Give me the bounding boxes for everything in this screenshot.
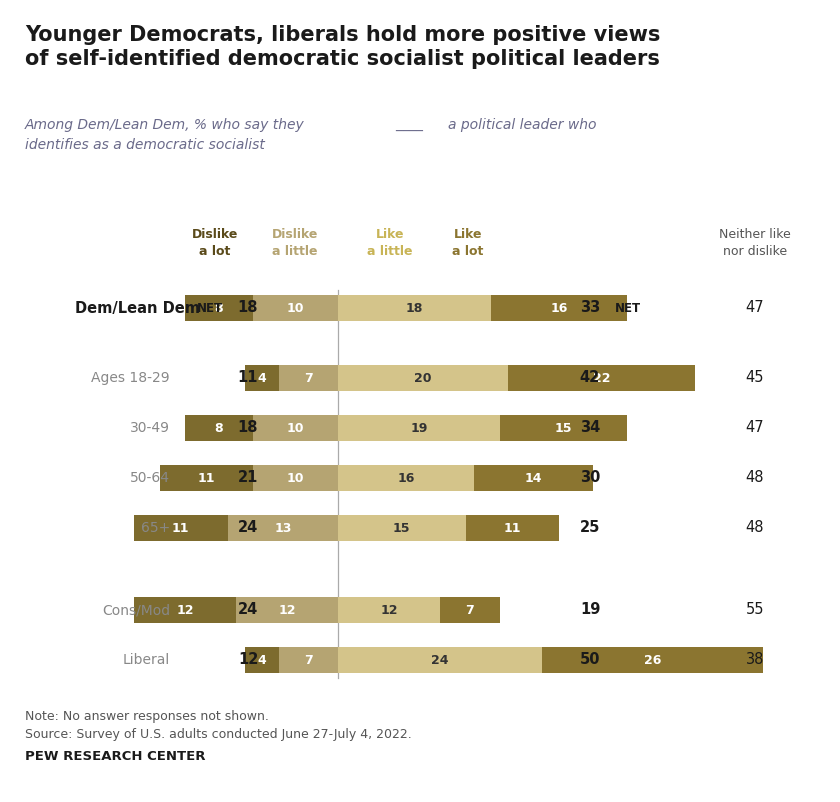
Bar <box>160 465 253 491</box>
Text: 7: 7 <box>465 603 474 617</box>
Bar <box>338 365 508 391</box>
Bar <box>244 365 279 391</box>
Text: 47: 47 <box>746 301 764 315</box>
Text: Liberal: Liberal <box>123 653 170 667</box>
Text: Neither like
nor dislike: Neither like nor dislike <box>719 228 791 258</box>
Text: 42: 42 <box>580 371 600 386</box>
Bar <box>338 295 491 321</box>
Bar <box>338 515 465 541</box>
Text: 12: 12 <box>176 603 194 617</box>
Text: 18: 18 <box>406 302 423 314</box>
Text: Note: No answer responses not shown.: Note: No answer responses not shown. <box>25 710 269 723</box>
Text: 19: 19 <box>410 422 428 435</box>
Text: 12: 12 <box>381 603 398 617</box>
Text: 10: 10 <box>286 422 304 435</box>
Bar <box>338 597 440 623</box>
Text: 48: 48 <box>746 520 764 536</box>
Text: 65+: 65+ <box>141 521 170 535</box>
Text: 7: 7 <box>304 654 312 666</box>
Text: 45: 45 <box>746 371 764 386</box>
Text: 48: 48 <box>746 471 764 485</box>
Text: 50: 50 <box>580 653 601 667</box>
Bar <box>185 295 253 321</box>
Bar <box>228 515 338 541</box>
Text: PEW RESEARCH CENTER: PEW RESEARCH CENTER <box>25 750 206 763</box>
Text: 16: 16 <box>550 302 568 314</box>
Bar <box>500 415 627 441</box>
Bar <box>465 515 559 541</box>
Text: 26: 26 <box>643 654 661 666</box>
Text: ____: ____ <box>395 118 423 132</box>
Text: 10: 10 <box>286 472 304 484</box>
Text: Younger Democrats, liberals hold more positive views
of self-identified democrat: Younger Democrats, liberals hold more po… <box>25 25 660 69</box>
Text: 15: 15 <box>393 521 411 534</box>
Text: 13: 13 <box>274 521 291 534</box>
Bar <box>338 465 474 491</box>
Text: 11: 11 <box>503 521 521 534</box>
Text: 8: 8 <box>215 302 223 314</box>
Bar <box>244 647 279 673</box>
Text: 8: 8 <box>215 422 223 435</box>
Bar <box>338 647 542 673</box>
Text: 22: 22 <box>593 371 610 384</box>
Bar <box>279 365 338 391</box>
Text: 4: 4 <box>257 654 266 666</box>
Text: 30-49: 30-49 <box>130 421 170 435</box>
Text: 11: 11 <box>238 371 258 386</box>
Text: 4: 4 <box>257 371 266 384</box>
Text: NET: NET <box>197 302 223 314</box>
Text: Dem/Lean Dem: Dem/Lean Dem <box>75 301 200 315</box>
Text: 24: 24 <box>431 654 449 666</box>
Text: Dislike
a little: Dislike a little <box>272 228 318 258</box>
Bar <box>134 515 228 541</box>
Text: 14: 14 <box>525 472 543 484</box>
Bar <box>279 647 338 673</box>
Text: Among Dem/Lean Dem, % who say they: Among Dem/Lean Dem, % who say they <box>25 118 305 132</box>
Text: 10: 10 <box>286 302 304 314</box>
Text: identifies as a democratic socialist: identifies as a democratic socialist <box>25 138 265 152</box>
Text: 7: 7 <box>304 371 312 384</box>
Text: 12: 12 <box>238 653 258 667</box>
Text: 34: 34 <box>580 420 600 435</box>
Text: 30: 30 <box>580 471 601 485</box>
Text: 11: 11 <box>197 472 215 484</box>
Text: Source: Survey of U.S. adults conducted June 27-July 4, 2022.: Source: Survey of U.S. adults conducted … <box>25 728 412 741</box>
Text: Cons/Mod: Cons/Mod <box>102 603 170 617</box>
Text: 24: 24 <box>238 602 258 618</box>
Text: 19: 19 <box>580 602 601 618</box>
Bar <box>508 365 695 391</box>
Bar <box>253 415 338 441</box>
Text: Dislike
a lot: Dislike a lot <box>192 228 239 258</box>
Text: 20: 20 <box>414 371 432 384</box>
Text: 12: 12 <box>278 603 296 617</box>
Text: 33: 33 <box>580 301 600 315</box>
Text: Like
a lot: Like a lot <box>452 228 484 258</box>
Text: Like
a little: Like a little <box>367 228 412 258</box>
Bar <box>253 295 338 321</box>
Bar <box>474 465 593 491</box>
Bar <box>185 415 253 441</box>
Text: 38: 38 <box>746 653 764 667</box>
Text: 21: 21 <box>238 471 258 485</box>
Bar <box>236 597 338 623</box>
Bar <box>491 295 627 321</box>
Bar <box>440 597 500 623</box>
Text: 47: 47 <box>746 420 764 435</box>
Text: 18: 18 <box>238 301 258 315</box>
Text: 15: 15 <box>554 422 572 435</box>
Text: NET: NET <box>615 302 641 314</box>
Bar <box>338 415 500 441</box>
Bar <box>134 597 236 623</box>
Bar <box>542 647 763 673</box>
Text: 18: 18 <box>238 420 258 435</box>
Text: 24: 24 <box>238 520 258 536</box>
Text: 25: 25 <box>580 520 601 536</box>
Text: 55: 55 <box>746 602 764 618</box>
Text: Ages 18-29: Ages 18-29 <box>92 371 170 385</box>
Text: 50-64: 50-64 <box>130 471 170 485</box>
Bar <box>253 465 338 491</box>
Text: 16: 16 <box>397 472 415 484</box>
Text: 11: 11 <box>172 521 190 534</box>
Text: a political leader who: a political leader who <box>448 118 596 132</box>
